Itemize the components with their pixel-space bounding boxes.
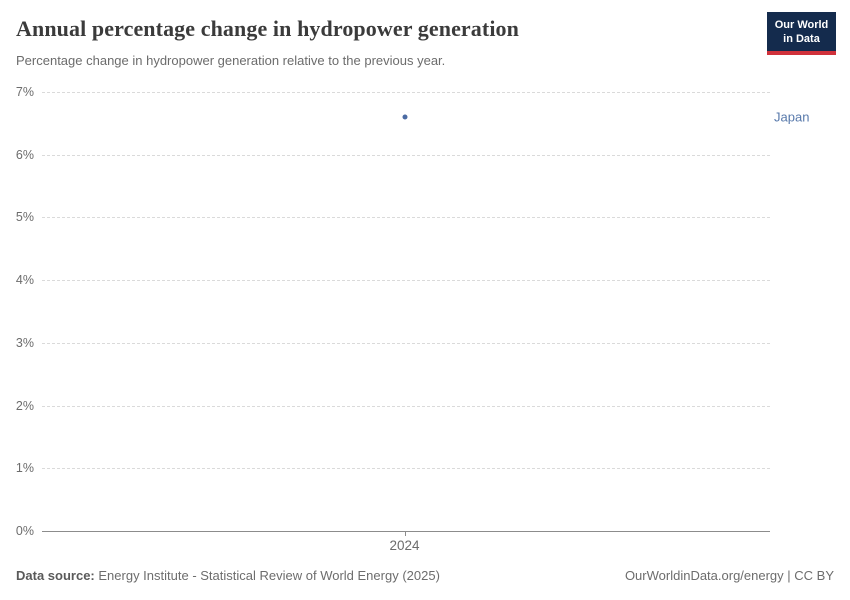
plot-area: 0% 1% 2% 3% 4% 5% 6% 7% 2024 Japan xyxy=(16,85,810,553)
y-tick-label: 1% xyxy=(15,461,34,476)
y-tick-label: 6% xyxy=(15,147,34,162)
chart-subtitle: Percentage change in hydropower generati… xyxy=(16,53,446,68)
y-tick-label: 4% xyxy=(15,273,34,288)
x-tick-mark xyxy=(404,531,406,536)
y-tick-label: 5% xyxy=(15,210,34,225)
data-point-japan[interactable] xyxy=(402,114,408,120)
x-tick-label: 2024 xyxy=(389,538,420,553)
owid-logo-line1: Our World xyxy=(774,19,829,31)
y-tick-label: 0% xyxy=(15,524,34,538)
data-source-note: Data source: Energy Institute - Statisti… xyxy=(16,568,440,583)
gridline xyxy=(42,468,770,470)
owid-logo-line2: in Data xyxy=(783,33,820,46)
page-title: Annual percentage change in hydropower g… xyxy=(16,16,519,41)
gridline xyxy=(42,405,770,407)
y-tick-label: 7% xyxy=(15,85,34,99)
data-source-value: Energy Institute - Statistical Review of… xyxy=(98,568,440,583)
gridline xyxy=(42,280,770,282)
y-tick-label: 3% xyxy=(15,335,34,350)
data-source-label: Data source: xyxy=(16,568,95,583)
gridline xyxy=(42,92,770,93)
gridline xyxy=(42,154,770,156)
gridline xyxy=(42,342,770,344)
chart-footer: Data source: Energy Institute - Statisti… xyxy=(16,568,834,583)
gridline xyxy=(42,217,770,219)
x-axis-line xyxy=(42,531,770,532)
owid-license-link[interactable]: OurWorldinData.org/energy | CC BY xyxy=(624,568,834,583)
y-tick-label: 2% xyxy=(15,398,34,413)
entity-label-japan[interactable]: Japan xyxy=(774,109,810,125)
owid-logo[interactable]: Our World in Data xyxy=(767,12,836,55)
